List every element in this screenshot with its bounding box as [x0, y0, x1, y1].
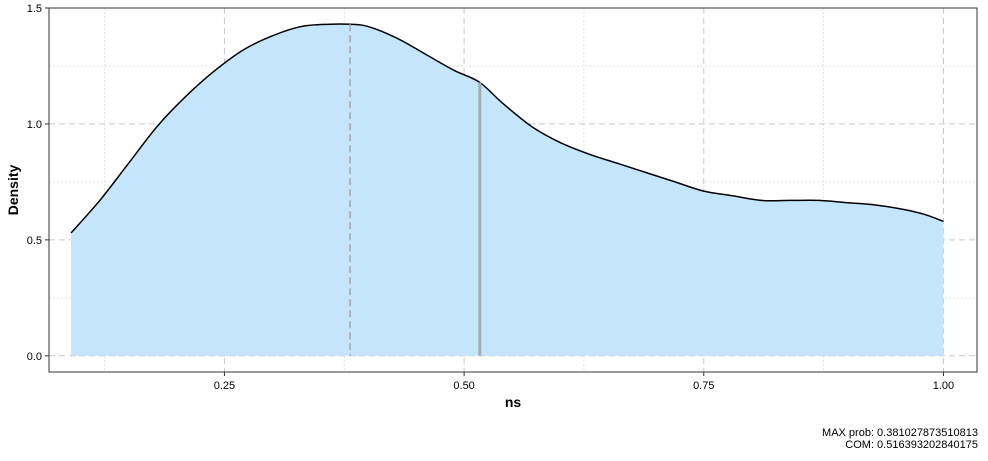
density-line	[70, 23, 944, 234]
caption: MAX prob: 0.381027873510813 COM: 0.51639…	[822, 427, 978, 451]
y-tick-label: 0.5	[27, 235, 42, 247]
x-axis: 0.25 0.50 0.75 1.00	[214, 372, 954, 392]
com-caption: COM: 0.516393202840175	[845, 439, 978, 451]
x-tick-label: 0.50	[453, 380, 474, 392]
max-prob-caption: MAX prob: 0.381027873510813	[822, 427, 978, 439]
x-tick-label: 1.00	[933, 380, 954, 392]
y-tick-label: 1.0	[27, 119, 42, 131]
y-axis: 0.0 0.5 1.0 1.5	[27, 3, 49, 363]
x-axis-title: ns	[505, 394, 522, 410]
panel-border	[48, 7, 978, 373]
density-area	[71, 23, 944, 356]
x-tick-label: 0.25	[214, 380, 235, 392]
x-tick-label: 0.75	[693, 380, 714, 392]
y-tick-label: 0.0	[27, 351, 42, 363]
y-axis-title: Density	[5, 165, 21, 216]
y-tick-label: 1.5	[27, 3, 42, 15]
